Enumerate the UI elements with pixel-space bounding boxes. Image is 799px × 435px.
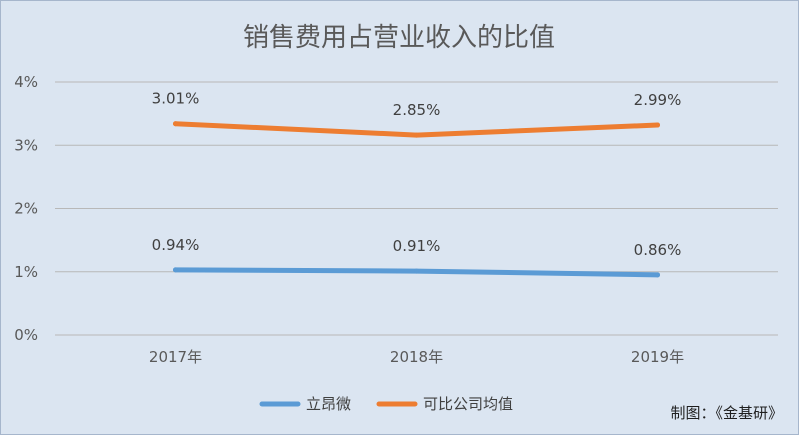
data-point — [173, 121, 178, 127]
chart-credit: 制图：《金基研》 — [670, 404, 783, 422]
data-point — [173, 267, 178, 273]
y-tick-label: 4% — [14, 73, 38, 91]
chart-title: 销售费用占营业收入的比值 — [243, 23, 555, 53]
data-label: 2.99% — [634, 91, 682, 109]
y-tick-label: 0% — [14, 326, 38, 344]
y-tick-label: 1% — [14, 263, 38, 281]
x-axis-ticks: 2017年 2018年 2019年 — [149, 348, 684, 366]
legend: 立昂微 可比公司均值 — [259, 395, 513, 413]
data-label: 2.85% — [393, 101, 441, 119]
data-label: 3.01% — [152, 90, 200, 108]
x-tick-label: 2017年 — [149, 348, 202, 366]
data-point — [414, 132, 419, 138]
y-tick-label: 3% — [14, 136, 38, 154]
legend-label: 可比公司均值 — [423, 395, 513, 413]
x-tick-label: 2019年 — [631, 348, 684, 366]
data-point — [655, 122, 660, 128]
gridlines — [55, 81, 778, 336]
x-tick-label: 2018年 — [390, 348, 443, 366]
data-label: 0.91% — [393, 237, 441, 255]
data-label: 0.94% — [152, 236, 200, 254]
data-point — [414, 268, 419, 274]
y-axis-ticks: 0% 1% 2% 3% 4% — [14, 73, 38, 344]
data-point — [655, 272, 660, 278]
legend-label: 立昂微 — [306, 395, 351, 413]
series-lines — [173, 121, 660, 278]
data-labels: 0.94% 0.91% 0.86% 3.01% 2.85% 2.99% — [152, 90, 682, 259]
data-label: 0.86% — [634, 241, 682, 259]
y-tick-label: 2% — [14, 200, 38, 218]
